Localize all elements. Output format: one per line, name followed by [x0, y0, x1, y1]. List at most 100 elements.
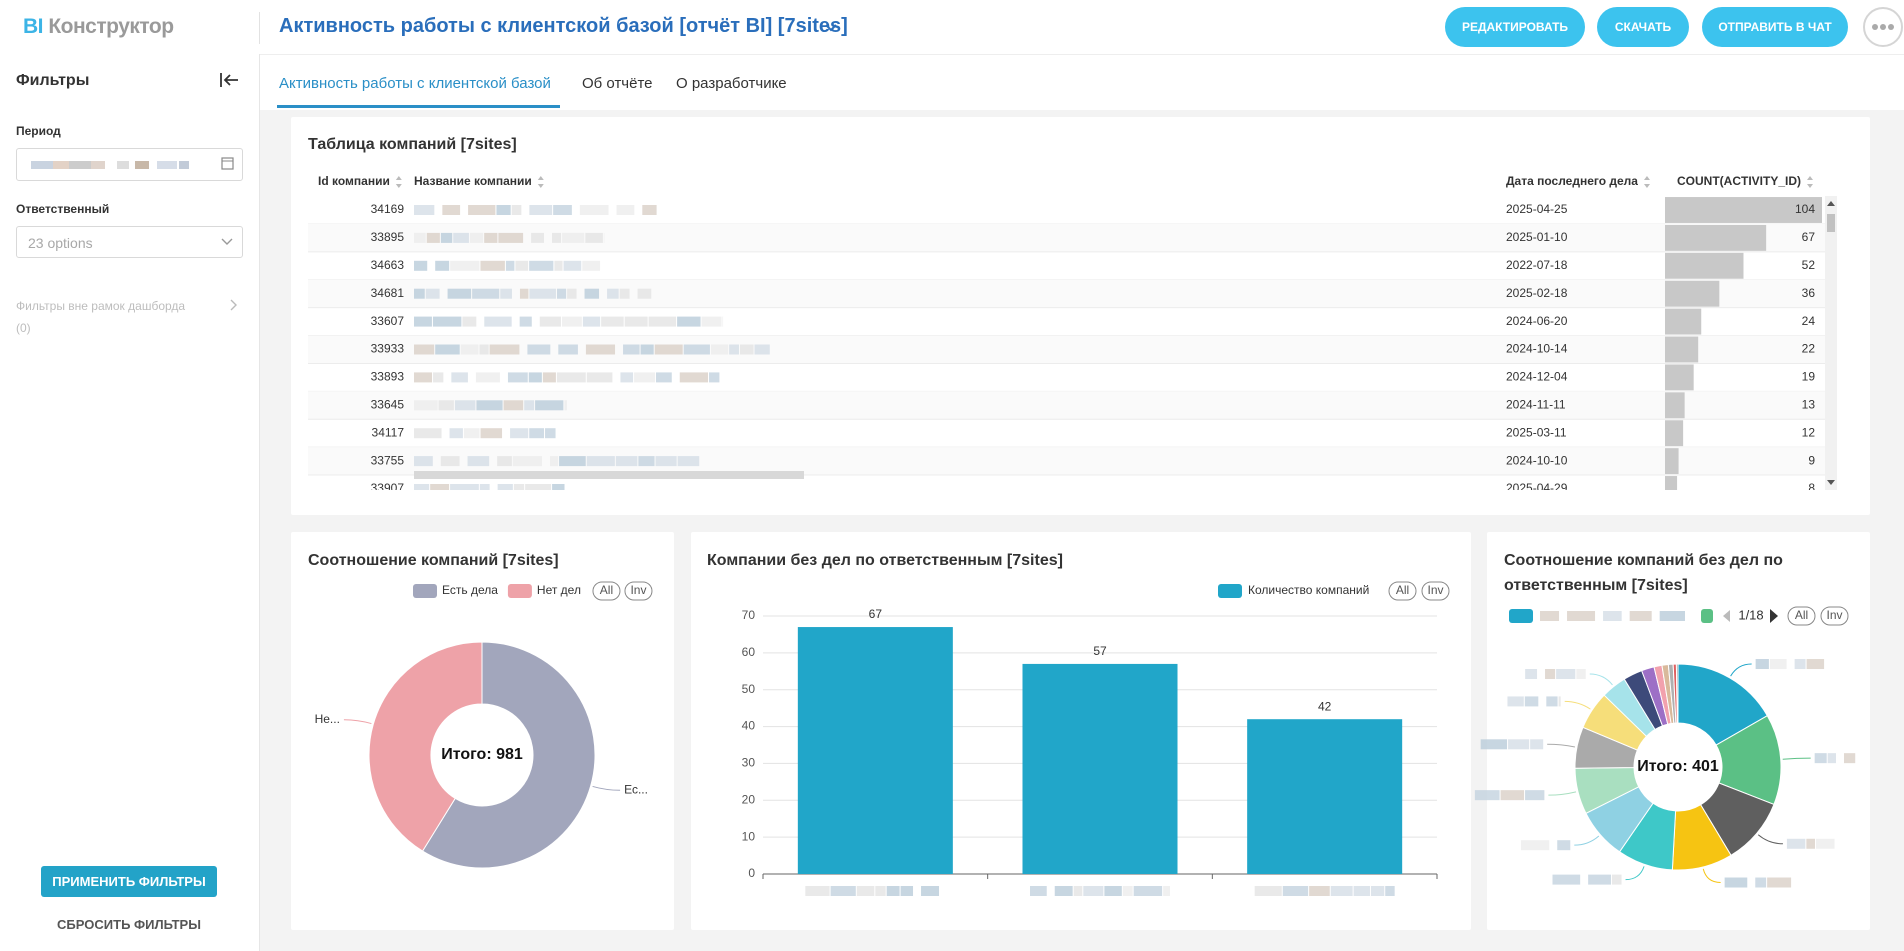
- blurred-text: [1524, 696, 1539, 707]
- blurred-text: [529, 428, 545, 439]
- legend-button-label[interactable]: All: [600, 583, 613, 597]
- legend-button-label[interactable]: Inv: [1826, 608, 1842, 622]
- blurred-text: [620, 372, 634, 383]
- edit-button[interactable]: РЕДАКТИРОВАТЬ: [1445, 7, 1585, 47]
- bar: [797, 627, 953, 874]
- blurred-text: [1755, 877, 1767, 888]
- blurred-text: [475, 372, 500, 383]
- blurred-text: [642, 205, 657, 215]
- more-button[interactable]: [1860, 5, 1904, 49]
- legend-label[interactable]: Количество компаний: [1248, 583, 1369, 597]
- blurred-text: [556, 288, 567, 299]
- leader-line: [1730, 663, 1752, 677]
- collapse-icon[interactable]: [219, 71, 241, 89]
- outside-filters[interactable]: Фильтры вне рамок дашборда: [16, 299, 186, 313]
- cell-id: 34681: [371, 286, 405, 300]
- sort-icon: [537, 176, 544, 188]
- legend-swatch[interactable]: [413, 584, 437, 598]
- column-header[interactable]: Id компании: [318, 174, 390, 188]
- blurred-text: [856, 886, 875, 896]
- blurred-text: [654, 344, 683, 355]
- blurred-text: [414, 484, 430, 490]
- cell-id: 33755: [371, 453, 405, 467]
- cell-id: 34663: [371, 258, 405, 272]
- blurred-text: [480, 260, 505, 271]
- blurred-text: [567, 288, 577, 299]
- blurred-text: [1054, 886, 1073, 896]
- blurred-text: [559, 456, 586, 467]
- blurred-text: [564, 400, 567, 411]
- legend-button-label[interactable]: Inv: [1427, 583, 1443, 597]
- logo-name: Конструктор: [48, 15, 174, 38]
- legend-prev[interactable]: [1723, 610, 1730, 622]
- legend-swatch[interactable]: [507, 584, 532, 598]
- leader-line: [343, 719, 372, 725]
- send-button[interactable]: ОТПРАВИТЬ В ЧАТ: [1702, 7, 1848, 47]
- blurred-text: [447, 288, 472, 299]
- blurred-text: [710, 344, 729, 355]
- blurred-text: [545, 428, 556, 439]
- blurred-text: [479, 344, 489, 355]
- blurred-text: [524, 400, 535, 411]
- blurred-text: [1611, 874, 1622, 885]
- blurred-text: [586, 456, 615, 467]
- legend-button-label[interactable]: All: [1396, 583, 1409, 597]
- title-chevron[interactable]: [823, 20, 839, 36]
- bar: [1247, 719, 1403, 874]
- leader-line: [1757, 834, 1783, 845]
- blurred-text: [875, 886, 886, 896]
- legend-next[interactable]: [1770, 609, 1778, 623]
- logo[interactable]: BI Конструктор: [23, 15, 174, 39]
- legend-label[interactable]: Нет дел: [537, 583, 581, 597]
- count-bar: [1665, 252, 1744, 279]
- blurred-text: [640, 344, 654, 355]
- blurred-text: [582, 316, 601, 327]
- column-header[interactable]: COUNT(ACTIVITY_ID): [1677, 174, 1801, 188]
- legend-button[interactable]: [1421, 581, 1450, 601]
- legend-button[interactable]: [1820, 606, 1849, 626]
- legend-swatch[interactable]: [1218, 584, 1242, 598]
- blurred-text: [505, 260, 515, 271]
- blurred-text: [462, 316, 477, 327]
- blurred-text: [1567, 611, 1596, 621]
- table-body: 34169 2025-04-25 104 33895 2025-01-10 67 34663…: [308, 197, 1825, 490]
- legend-button[interactable]: [624, 581, 653, 601]
- column-header[interactable]: Дата последнего дела: [1506, 174, 1638, 188]
- blurred-text: [476, 400, 503, 411]
- reset-button[interactable]: СБРОСИТЬ ФИЛЬТРЫ: [57, 917, 201, 932]
- blurred-text: [677, 456, 700, 467]
- cell-id: 34117: [372, 425, 405, 439]
- blurred-text: [1603, 611, 1622, 621]
- apply-button[interactable]: ПРИМЕНИТЬ ФИЛЬТРЫ: [41, 866, 217, 897]
- blurred-text: [414, 428, 442, 439]
- legend-button-label[interactable]: Inv: [630, 583, 646, 597]
- blurred-text: [450, 260, 480, 271]
- legend-button[interactable]: [1787, 606, 1816, 626]
- tab-active[interactable]: Активность работы с клиентской базой: [279, 75, 551, 92]
- blurred-text: [722, 316, 724, 327]
- select-value: 23 options: [28, 235, 93, 251]
- select-chevron: [221, 238, 233, 245]
- blurred-text: [582, 260, 601, 271]
- download-button[interactable]: СКАЧАТЬ: [1597, 7, 1689, 47]
- tab[interactable]: О разработчике: [676, 75, 787, 92]
- legend-button[interactable]: [1388, 581, 1417, 601]
- blurred-text: [1083, 886, 1104, 896]
- legend-label[interactable]: Есть дела: [442, 583, 498, 597]
- legend-button-label[interactable]: All: [1795, 608, 1808, 622]
- responsible-select[interactable]: 23 options: [16, 226, 243, 258]
- blurred-text: [497, 456, 512, 467]
- legend-swatch[interactable]: [1509, 609, 1533, 623]
- period-input[interactable]: [16, 148, 243, 181]
- cell-date: 2025-04-25: [1506, 202, 1568, 216]
- blurred-text: [433, 372, 444, 383]
- blurred-text: [1588, 874, 1611, 885]
- blurred-text: [677, 316, 701, 327]
- tab[interactable]: Об отчёте: [582, 75, 653, 92]
- legend-swatch[interactable]: [1701, 609, 1713, 623]
- legend-button[interactable]: [592, 581, 621, 601]
- column-header[interactable]: Название компании: [414, 174, 532, 188]
- blurred-text: [414, 288, 425, 299]
